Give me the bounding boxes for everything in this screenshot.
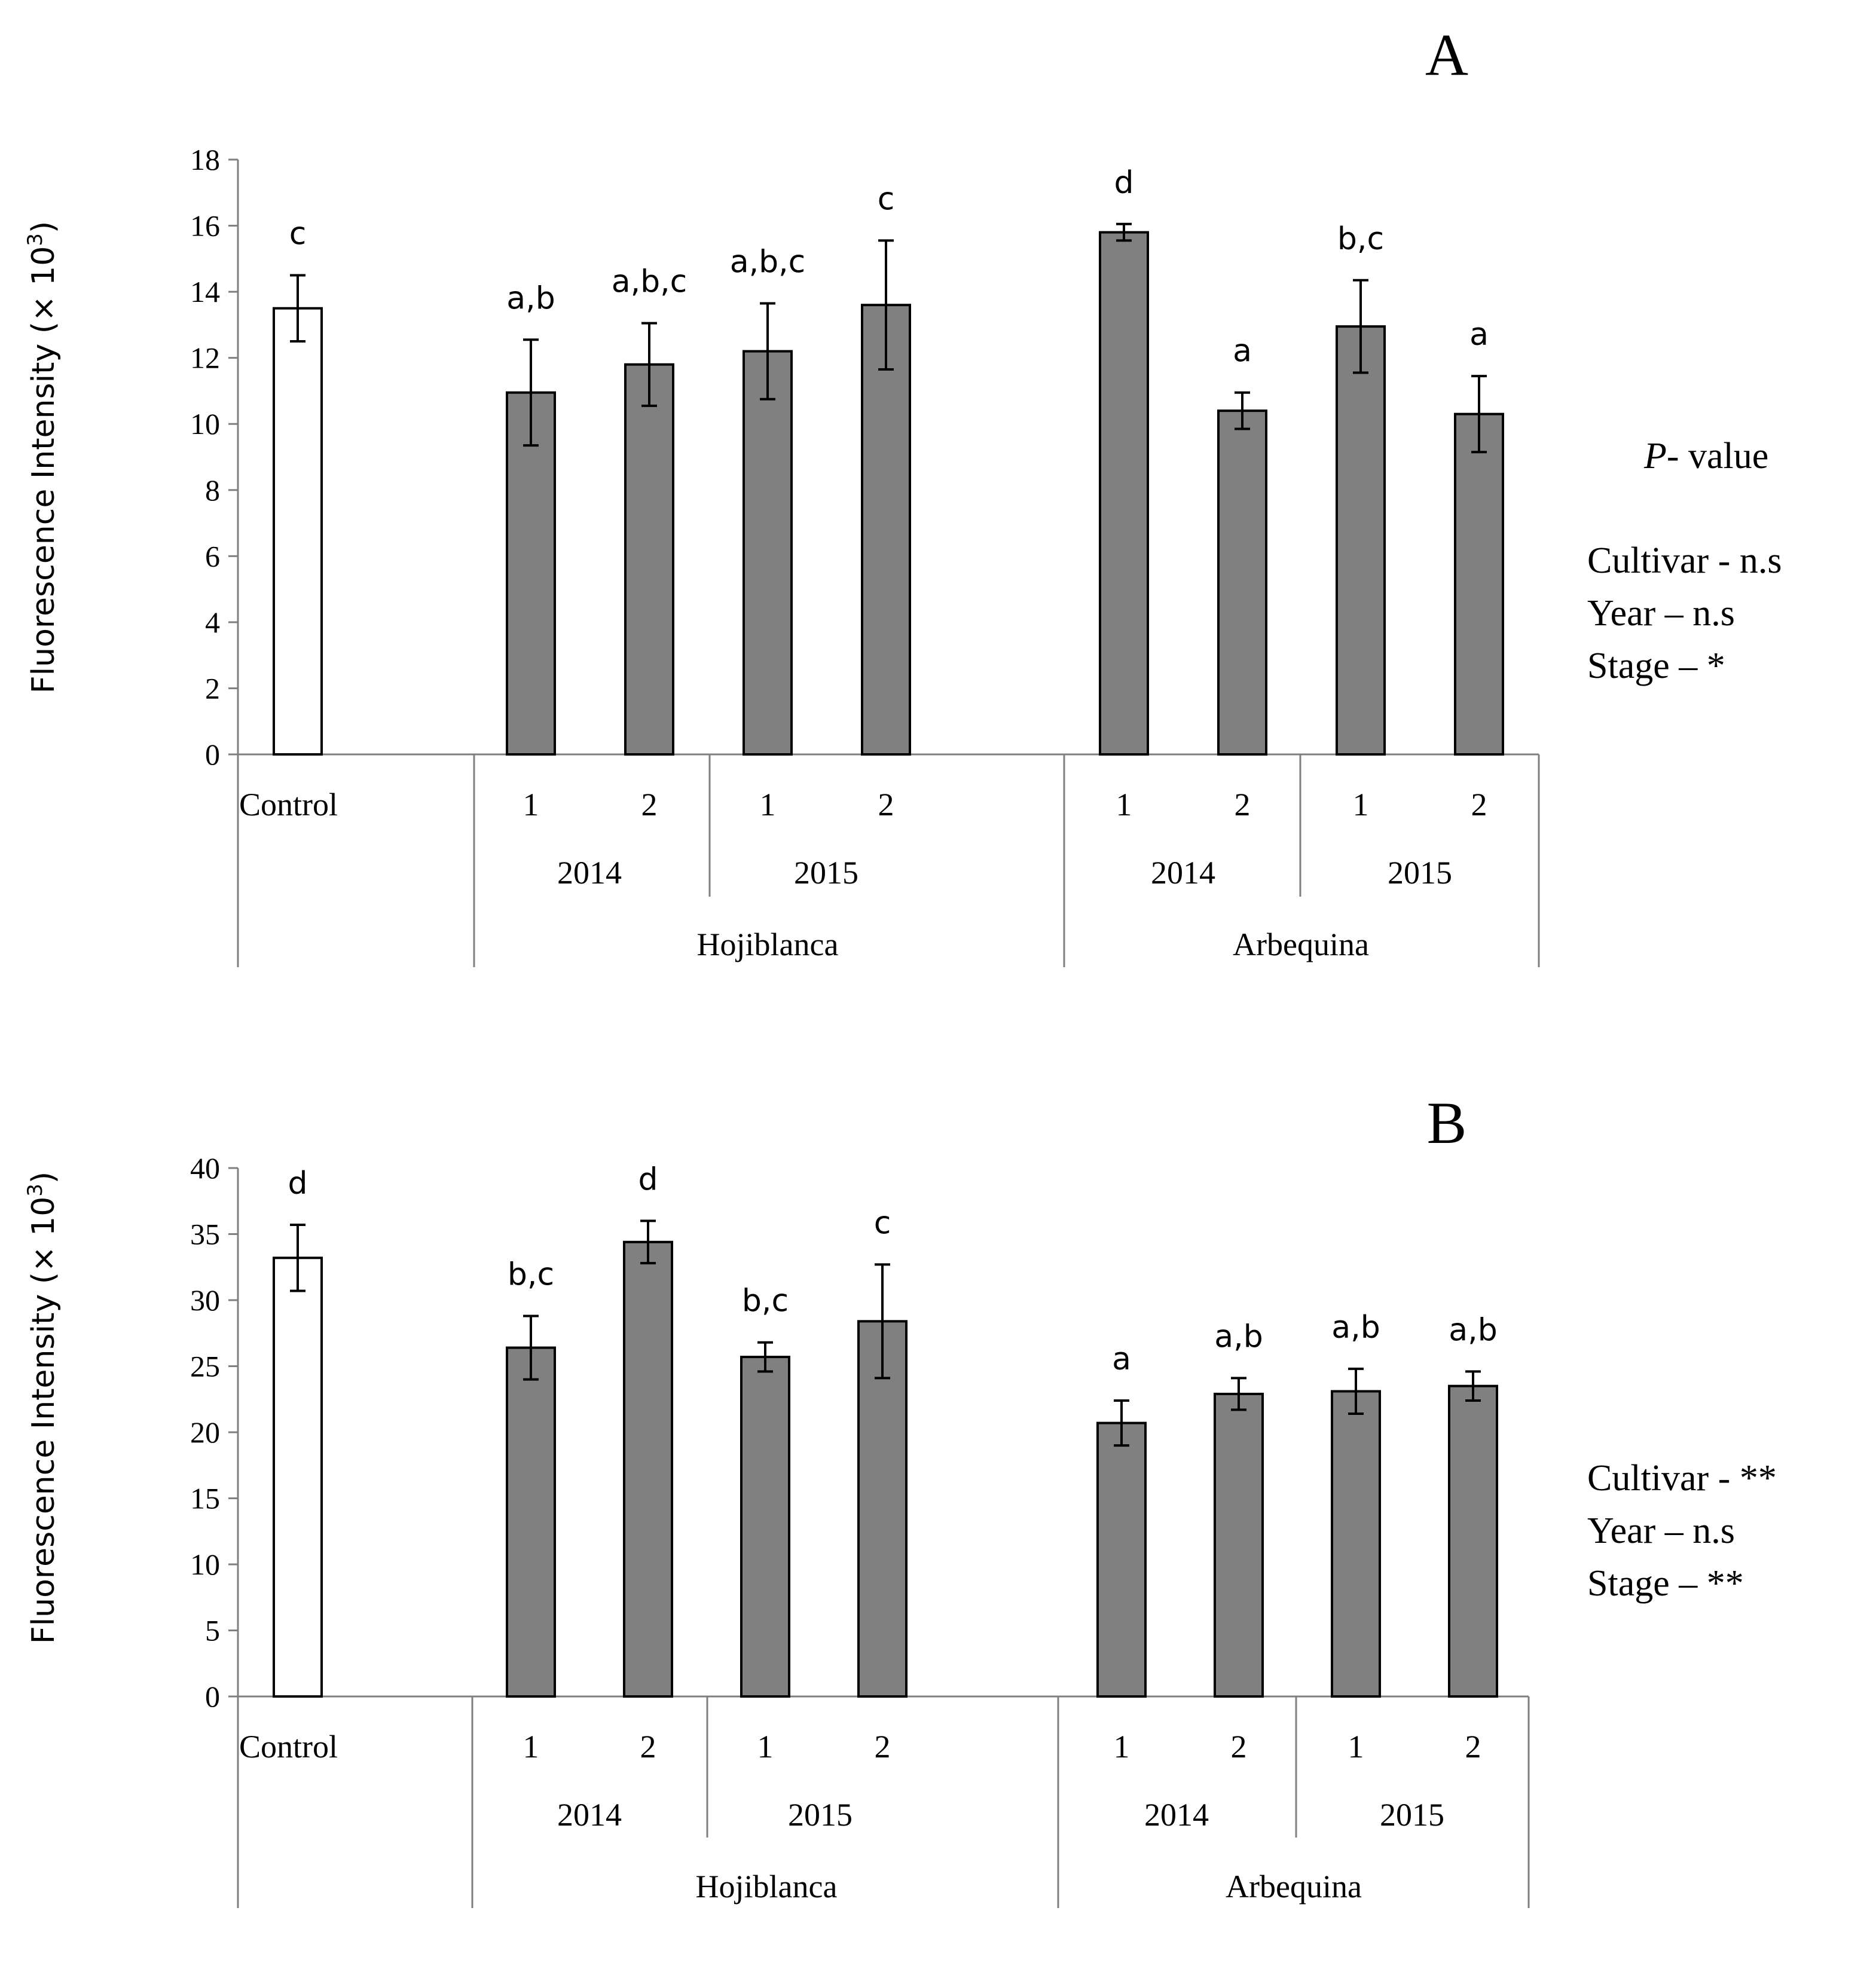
cultivar-label: Hojiblanca xyxy=(696,1869,838,1904)
p-value-row: Stage – * xyxy=(1587,646,1725,686)
p-value-row: Cultivar - n.s xyxy=(1587,540,1782,581)
stage-label: 1 xyxy=(1353,787,1369,823)
y-tick-label: 0 xyxy=(205,738,220,771)
bar-arbequina-2015-stage-2 xyxy=(1454,412,1504,756)
y-tick-label: 0 xyxy=(205,1680,220,1713)
bar-arbequina-2014-stage-2 xyxy=(1217,409,1267,756)
stage-label: 1 xyxy=(1348,1729,1364,1765)
significance-letter: a,b,c xyxy=(612,264,688,300)
y-tick-label: 4 xyxy=(205,606,220,639)
bar-arbequina-2014-stage-2 xyxy=(1214,1392,1264,1698)
p-value-row: Year – n.s xyxy=(1587,593,1735,634)
y-tick-label: 25 xyxy=(190,1350,220,1383)
y-tick-label: 40 xyxy=(190,1151,220,1185)
stage-label: 2 xyxy=(878,787,894,823)
stage-label: 2 xyxy=(1235,787,1251,823)
stage-label: 1 xyxy=(1116,787,1132,823)
control-label: Control xyxy=(239,787,338,823)
y-tick-label: 30 xyxy=(190,1283,220,1317)
significance-letter: b,c xyxy=(508,1257,554,1293)
significance-letter: c xyxy=(289,216,307,252)
y-tick-label: 8 xyxy=(205,473,220,507)
significance-letter: c xyxy=(874,1205,891,1241)
year-label: 2014 xyxy=(557,1797,622,1833)
year-label: 2014 xyxy=(1151,855,1215,891)
bar-hojiblanca-2014-stage-1 xyxy=(506,391,556,756)
significance-letter: a xyxy=(1233,334,1252,369)
year-label: 2014 xyxy=(557,855,622,891)
significance-letter: d xyxy=(1114,165,1133,201)
y-tick-label: 18 xyxy=(190,143,220,176)
significance-letter: a,b xyxy=(1214,1319,1263,1355)
bar-control xyxy=(273,1257,323,1698)
y-tick-label: 15 xyxy=(190,1482,220,1515)
significance-letter: a,b xyxy=(1449,1312,1497,1348)
panel-label: B xyxy=(1427,1090,1467,1156)
significance-letter: d xyxy=(638,1161,658,1197)
year-label: 2015 xyxy=(1380,1797,1444,1833)
p-value-title: P- value xyxy=(1643,436,1768,476)
significance-letter: d xyxy=(288,1166,307,1202)
y-tick-label: 16 xyxy=(190,209,220,243)
chart-panel-B: 0 5 10 15 20 25 30 35 40 d Control b,c 1 d 2 b,c 1 c 2 a 1 a,… xyxy=(23,1090,1777,1908)
y-tick-label: 12 xyxy=(190,341,220,375)
bar-hojiblanca-2015-stage-1 xyxy=(740,1356,790,1698)
panel-label: A xyxy=(1425,22,1468,88)
significance-letter: a,b xyxy=(1331,1310,1380,1346)
year-label: 2015 xyxy=(794,855,858,891)
stage-label: 1 xyxy=(760,787,776,823)
y-tick-label: 5 xyxy=(205,1614,220,1647)
significance-letter: a,b,c xyxy=(730,244,806,280)
stage-label: 2 xyxy=(641,787,658,823)
significance-letter: a,b xyxy=(506,280,555,316)
significance-letter: c xyxy=(878,181,895,217)
stage-label: 1 xyxy=(523,1729,539,1765)
bar-hojiblanca-2015-stage-1 xyxy=(743,350,793,756)
cultivar-label: Hojiblanca xyxy=(697,927,839,962)
stage-label: 1 xyxy=(757,1729,774,1765)
stage-label: 2 xyxy=(1465,1729,1481,1765)
bar-arbequina-2015-stage-1 xyxy=(1331,1390,1381,1698)
bar-hojiblanca-2014-stage-2 xyxy=(623,1240,673,1698)
bar-hojiblanca-2014-stage-1 xyxy=(506,1346,556,1698)
control-label: Control xyxy=(239,1729,338,1765)
significance-letter: a xyxy=(1469,317,1489,353)
y-tick-label: 2 xyxy=(205,671,220,705)
bar-arbequina-2015-stage-1 xyxy=(1336,325,1386,756)
bar-hojiblanca-2015-stage-2 xyxy=(861,304,911,756)
bar-arbequina-2014-stage-1 xyxy=(1096,1421,1147,1698)
y-tick-label: 14 xyxy=(190,275,220,308)
y-tick-label: 6 xyxy=(205,539,220,573)
stage-label: 1 xyxy=(523,787,539,823)
bar-arbequina-2014-stage-1 xyxy=(1099,231,1149,756)
stage-label: 1 xyxy=(1114,1729,1130,1765)
bar-hojiblanca-2015-stage-2 xyxy=(857,1320,908,1698)
cultivar-label: Arbequina xyxy=(1226,1869,1362,1904)
year-label: 2015 xyxy=(788,1797,853,1833)
stage-label: 2 xyxy=(1231,1729,1247,1765)
p-value-row: Stage – ** xyxy=(1587,1563,1744,1604)
year-label: 2015 xyxy=(1388,855,1452,891)
chart-panel-A: 024681012141618cControla,b1a,b,c2a,b,c1c… xyxy=(23,22,1782,967)
y-tick-label: 10 xyxy=(190,407,220,441)
y-axis-title: Fluorescence Intensity (× 103) xyxy=(23,221,62,693)
y-axis-title: Fluorescence Intensity (× 103) xyxy=(23,1172,62,1644)
year-label: 2014 xyxy=(1144,1797,1209,1833)
bar-arbequina-2015-stage-2 xyxy=(1448,1384,1498,1698)
y-tick-label: 10 xyxy=(190,1548,220,1581)
p-value-row: Year – n.s xyxy=(1587,1511,1735,1551)
y-tick-label: 35 xyxy=(190,1218,220,1251)
p-value-row: Cultivar - ** xyxy=(1587,1458,1777,1499)
significance-letter: a xyxy=(1112,1341,1131,1377)
significance-letter: b,c xyxy=(1337,221,1384,257)
bar-hojiblanca-2014-stage-2 xyxy=(624,363,674,756)
stage-label: 2 xyxy=(1471,787,1487,823)
stage-label: 2 xyxy=(875,1729,891,1765)
stage-label: 2 xyxy=(640,1729,656,1765)
cultivar-label: Arbequina xyxy=(1233,927,1369,962)
significance-letter: b,c xyxy=(742,1283,789,1319)
bar-control xyxy=(273,307,323,756)
y-tick-label: 20 xyxy=(190,1416,220,1449)
